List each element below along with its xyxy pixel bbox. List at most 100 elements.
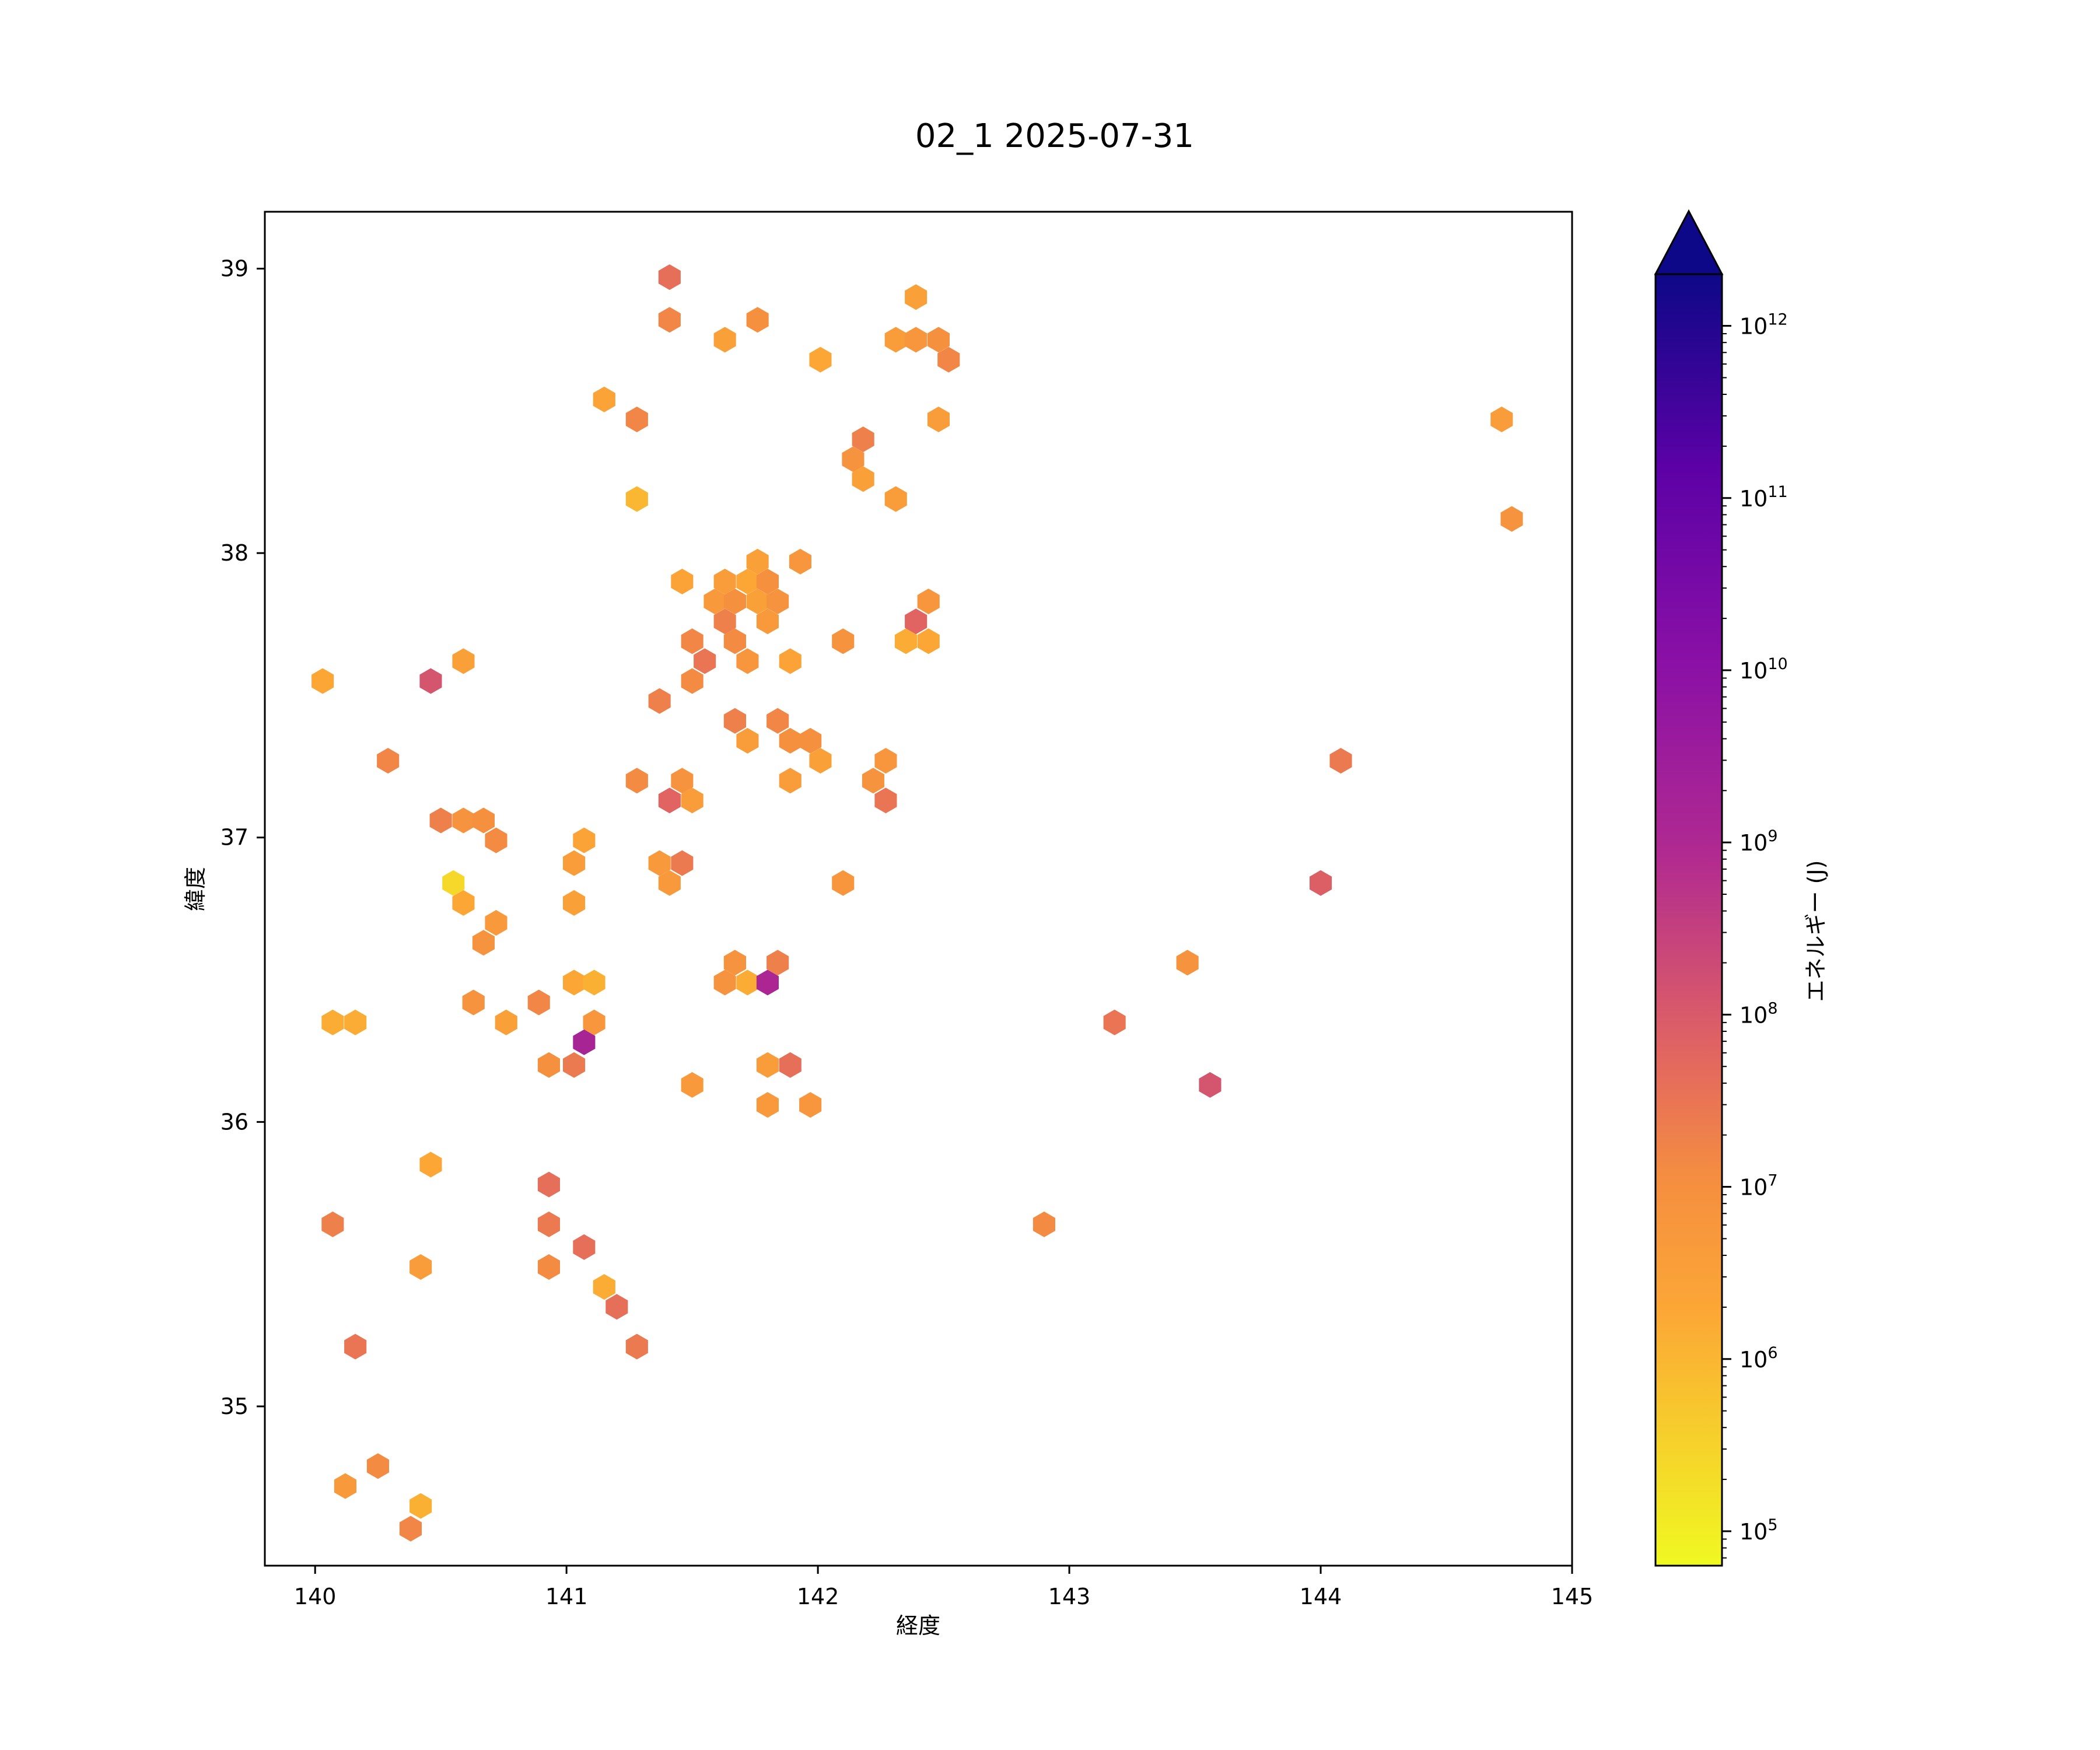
- colorbar-tick-label: 105: [1740, 1516, 1778, 1545]
- hexbin-cell: [671, 568, 694, 594]
- hexbin-cell: [852, 466, 874, 492]
- hexbin-cell: [842, 446, 864, 473]
- hexbin-cell: [583, 1009, 606, 1035]
- hexbin-cell: [746, 307, 769, 333]
- hexbin-cell: [713, 608, 736, 635]
- hexbin-cells: [312, 264, 1523, 1542]
- colorbar-tick-label: 109: [1740, 827, 1778, 856]
- hexbin-cell: [704, 589, 726, 614]
- hexbin-cell: [537, 1254, 560, 1280]
- hexbin-cell: [917, 628, 940, 654]
- colorbar: 105 106 107 108 109 1010 1011 1012 エネルギー (J): [1654, 209, 1829, 1567]
- hexbin-cell: [648, 688, 671, 714]
- hexbin-cell: [681, 628, 704, 654]
- hexbin-cell: [625, 1334, 648, 1360]
- hexbin-cell: [593, 1274, 615, 1300]
- hexbin-cell: [452, 890, 475, 916]
- hexbin-cell: [583, 970, 606, 996]
- hexbin-cell: [713, 327, 736, 353]
- hexbin-cell: [799, 1092, 822, 1118]
- hexbin-cell: [927, 407, 950, 432]
- hexbin-cell: [789, 548, 811, 575]
- hexbin-cell: [563, 850, 586, 876]
- hexbin-cell: [723, 708, 746, 734]
- hexbin-cell: [832, 628, 855, 654]
- y-tick-label: 38: [220, 540, 249, 566]
- hexbin-cell: [452, 648, 475, 674]
- hexbin-cell: [766, 950, 789, 976]
- hexbin-cell: [1310, 870, 1332, 896]
- hexbin-cell: [410, 1493, 432, 1519]
- hexbin-cell: [852, 426, 874, 453]
- hexbin-cell: [671, 768, 694, 794]
- colorbar-gradient: [1654, 273, 1723, 1567]
- hexbin-cell: [658, 307, 681, 333]
- hexbin-cell: [681, 1072, 704, 1098]
- hexbin-cell: [756, 1092, 779, 1118]
- hexbin-cell: [366, 1453, 389, 1479]
- colorbar-tick-label: 1011: [1740, 483, 1788, 512]
- hexbin-cell: [694, 648, 716, 674]
- hexbin-cell: [563, 970, 586, 996]
- colorbar-tick-label: 107: [1740, 1172, 1778, 1200]
- hexbin-cell: [573, 827, 596, 853]
- hexbin-cell: [495, 1009, 517, 1035]
- hexbin-cell: [723, 628, 746, 654]
- hexbin-cell: [1500, 506, 1523, 532]
- hexbin-cell: [681, 788, 704, 814]
- hexbin-cell: [593, 386, 615, 412]
- x-tick-label: 144: [1300, 1584, 1342, 1609]
- hexbin-cell: [625, 768, 648, 794]
- hexbin-cell: [485, 827, 508, 853]
- hexbin-cell: [766, 708, 789, 734]
- hexbin-cell: [917, 589, 940, 614]
- hexbin-cell: [779, 727, 802, 754]
- hexbin-cell: [312, 668, 334, 694]
- hexbin-cell: [723, 589, 746, 614]
- hexbin-cell: [419, 1152, 442, 1178]
- hexbin-cell: [736, 568, 759, 594]
- hexbin-cell: [429, 807, 452, 834]
- hexbin-cell: [344, 1334, 367, 1360]
- hexbin-cell: [671, 850, 694, 876]
- hexbin-cell: [766, 589, 789, 614]
- y-tick-label: 36: [220, 1109, 249, 1135]
- hexbin-cell: [321, 1211, 344, 1237]
- colorbar-tick-label: 106: [1740, 1344, 1778, 1373]
- hexbin-cell: [658, 788, 681, 814]
- hexbin-cell: [377, 748, 400, 774]
- hexbin-cell: [1176, 950, 1199, 976]
- y-tick-label: 35: [220, 1394, 249, 1419]
- hexbin-cell: [648, 850, 671, 876]
- hexbin-cell: [606, 1294, 628, 1320]
- hexbin-cell: [832, 870, 855, 896]
- y-tick-label: 37: [220, 825, 249, 850]
- hexbin-cell: [563, 1052, 586, 1078]
- hexbin-cell: [927, 327, 950, 353]
- colorbar-extend-arrow: [1654, 209, 1724, 275]
- x-tick-label: 140: [294, 1584, 337, 1609]
- hexbin-cell: [756, 568, 779, 594]
- hexbin-cell: [625, 407, 648, 432]
- hexbin-cell: [874, 788, 897, 814]
- x-tick-label: 143: [1048, 1584, 1091, 1609]
- hexbin-cell: [658, 264, 681, 290]
- hexbin-cell: [736, 970, 759, 996]
- hexbin-cell: [779, 648, 802, 674]
- hexbin-cell: [756, 1052, 779, 1078]
- hexbin-cell: [625, 486, 648, 512]
- hexbin-cell: [1199, 1072, 1222, 1098]
- hexbin-cell: [862, 768, 884, 794]
- colorbar-ticks: 105 106 107 108 109 1010 1011 1012: [1722, 311, 1788, 1559]
- x-tick-label: 141: [545, 1584, 588, 1609]
- hexbin-cell: [756, 608, 779, 635]
- hexbin-cell: [799, 727, 822, 754]
- hexbin-cell: [905, 327, 928, 353]
- hexbin-cell: [809, 346, 832, 373]
- hexbin-cell: [485, 910, 508, 936]
- x-tick-label: 145: [1551, 1584, 1594, 1609]
- hexbin-cell: [746, 548, 769, 575]
- hexbin-cell: [713, 970, 736, 996]
- hexbin-cell: [1103, 1009, 1126, 1035]
